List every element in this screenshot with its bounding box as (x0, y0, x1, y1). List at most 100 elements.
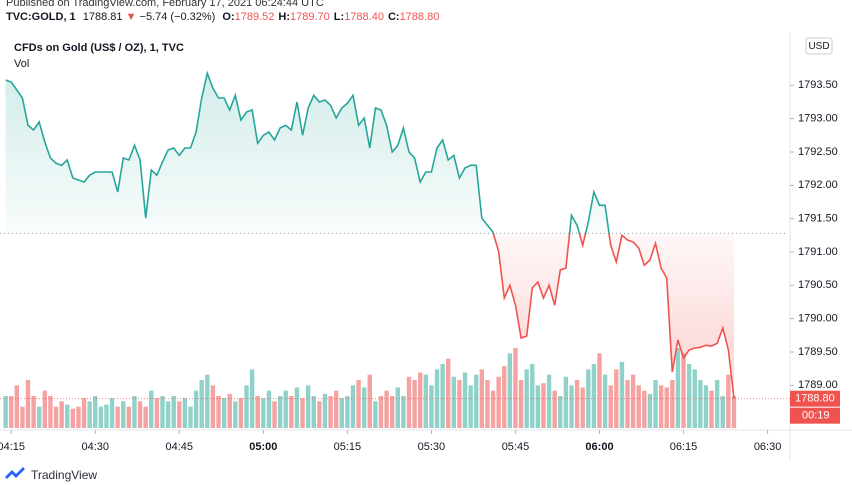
volume-bar (317, 401, 322, 428)
volume-bar (524, 369, 529, 428)
footer-logo (5, 467, 25, 479)
x-tick-label: 05:30 (418, 441, 446, 453)
volume-bar (625, 380, 630, 428)
volume-bar (132, 396, 137, 428)
x-tick-label: 04:45 (166, 441, 194, 453)
volume-bar (25, 380, 31, 428)
volume-bar (165, 401, 171, 428)
volume-bar (361, 387, 367, 428)
volume-bar (423, 374, 429, 428)
volume-bar (535, 385, 541, 428)
volume-bar (552, 390, 557, 428)
volume-bar (121, 401, 126, 428)
volume-bar (277, 396, 283, 428)
y-tick-label: 1789.50 (798, 346, 838, 358)
volume-bar (216, 396, 221, 428)
volume-bar (395, 387, 401, 428)
volume-bar (670, 380, 675, 428)
legend-volume: Vol (14, 58, 29, 70)
volume-bar (20, 406, 25, 428)
volume-bar (653, 380, 658, 428)
ohlc-value: 1788.80 (399, 11, 440, 23)
volume-bar (692, 369, 697, 428)
price-line (5, 70, 735, 399)
volume-bar (681, 353, 686, 428)
volume-bar (311, 396, 316, 428)
y-tick-label: 1789.00 (798, 379, 838, 391)
x-tick-label: 04:15 (0, 441, 25, 453)
volume-bar (177, 401, 182, 428)
ohlc-label: L: (333, 11, 345, 23)
volume-bar (350, 385, 356, 428)
volume-bar (686, 364, 692, 428)
footer-brand: TradingView (31, 468, 97, 482)
volume-bar (367, 374, 372, 428)
volume-bar (81, 398, 87, 428)
volume-bar (305, 385, 311, 428)
volume-bar (93, 396, 98, 428)
volume-bar (31, 396, 36, 428)
volume-bar (65, 404, 70, 428)
volume-bar (406, 376, 412, 428)
volume-bar (675, 348, 681, 428)
x-tick-label: 05:00 (249, 441, 277, 453)
volume-bar (266, 390, 272, 428)
volume-bar (87, 401, 92, 428)
volume-bar (193, 390, 199, 428)
volume-bar (210, 385, 216, 428)
volume-bar (541, 383, 546, 428)
volume-bar (333, 390, 339, 428)
volume-bar (496, 376, 501, 428)
volume-bar (137, 401, 143, 428)
volume-bar (474, 374, 479, 428)
volume-bar (53, 406, 59, 428)
y-tick-label: 1792.00 (798, 179, 838, 191)
volume-bar (580, 387, 585, 428)
volume-bar (3, 396, 8, 428)
last-value: 1788.81 (82, 11, 123, 23)
x-tick-label: 04:30 (81, 441, 109, 453)
volume-bar (513, 348, 518, 428)
volume-bar (485, 380, 490, 428)
y-tick-label: 1791.50 (798, 213, 838, 225)
published-note: Published on TradingView.com, February 1… (6, 0, 324, 9)
change: −5.74 (−0.32%) (139, 11, 216, 23)
volume-bar (233, 401, 238, 428)
volume-bar (546, 374, 552, 428)
volume-bar (104, 404, 109, 428)
volume-bar (227, 393, 232, 428)
volume-bar (48, 396, 53, 428)
volume-bar (446, 358, 451, 428)
volume-bar (300, 398, 305, 428)
baseline-fill (5, 73, 735, 399)
y-tick-label: 1793.00 (798, 113, 838, 125)
volume-bar (272, 401, 277, 428)
volume-bar (328, 396, 333, 428)
ohlc-value: 1788.40 (344, 11, 384, 23)
volume-bar (647, 393, 653, 428)
countdown: 00:19 (802, 410, 830, 422)
volume-bar (188, 406, 193, 428)
volume-bar (440, 364, 445, 428)
volume-bar (664, 387, 669, 428)
x-tick-label: 06:00 (585, 441, 613, 453)
currency-box[interactable] (805, 37, 833, 55)
plot-area (0, 70, 786, 428)
volume-bar (115, 406, 120, 428)
volume-bar (154, 398, 160, 428)
volume-bar (182, 398, 188, 428)
volume-bar (59, 401, 64, 428)
volume-bar (468, 385, 473, 428)
volume-bar (221, 398, 227, 428)
volume-bar (602, 374, 608, 428)
volume-bar (569, 385, 574, 428)
volume-bar (126, 406, 132, 428)
volume-bar (608, 385, 613, 428)
volume-bar (283, 390, 288, 428)
ohlc: O:1789.52 H:1789.70 L:1788.40 C:1788.80 (218, 11, 439, 23)
ohlc-label: C: (387, 11, 400, 23)
volume-bar (619, 361, 625, 428)
volume-bar (642, 390, 647, 428)
volume-bar (530, 364, 535, 428)
volume-bar (384, 390, 389, 428)
